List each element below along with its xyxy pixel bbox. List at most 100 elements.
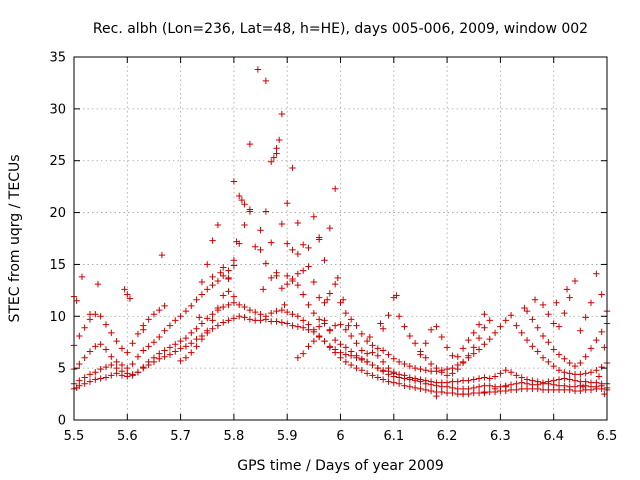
data-point <box>161 347 168 354</box>
data-point <box>257 246 264 254</box>
data-point <box>315 316 323 323</box>
data-point <box>406 374 413 381</box>
data-point <box>321 299 328 307</box>
data-point <box>334 274 342 282</box>
data-point <box>401 382 408 389</box>
data-point <box>390 370 397 377</box>
data-point <box>438 369 445 376</box>
data-point <box>395 313 403 320</box>
data-point <box>124 364 131 372</box>
data-point <box>73 297 80 304</box>
data-point <box>92 369 99 376</box>
data-point <box>475 321 483 328</box>
data-point <box>539 332 547 340</box>
data-point <box>385 351 392 358</box>
data-point <box>126 295 134 302</box>
data-point <box>209 325 216 332</box>
data-point <box>241 221 248 229</box>
data-point <box>315 323 323 330</box>
data-point <box>491 385 499 393</box>
data-point <box>513 322 520 329</box>
data-point <box>601 390 608 398</box>
data-point <box>475 346 483 353</box>
data-point <box>305 321 312 328</box>
data-point <box>571 383 579 391</box>
data-point <box>193 296 200 303</box>
data-point <box>406 332 413 340</box>
data-point <box>550 362 557 370</box>
data-point <box>379 358 387 366</box>
data-point <box>97 365 104 373</box>
gridlines <box>74 57 607 420</box>
data-point <box>353 364 360 372</box>
data-point <box>369 361 376 369</box>
data-point <box>486 375 493 382</box>
data-point <box>284 272 291 280</box>
data-point <box>582 353 589 360</box>
data-point <box>433 392 440 400</box>
data-point <box>299 291 307 298</box>
data-point <box>220 292 227 299</box>
data-point <box>268 158 275 165</box>
data-point <box>161 302 168 310</box>
data-point <box>161 353 168 360</box>
data-point <box>182 354 190 361</box>
data-point <box>305 343 312 350</box>
data-point <box>497 323 504 330</box>
data-point <box>289 322 296 329</box>
data-point <box>342 344 350 351</box>
data-point <box>358 367 366 374</box>
x-tick-label: 6 <box>336 429 344 444</box>
data-point <box>577 371 584 378</box>
data-point <box>323 296 331 303</box>
data-point <box>310 326 318 333</box>
data-point <box>108 329 115 337</box>
data-point <box>427 326 435 333</box>
data-point <box>289 277 296 285</box>
data-point <box>305 301 312 309</box>
data-point <box>513 386 520 394</box>
data-point <box>278 220 286 228</box>
data-point <box>566 294 573 301</box>
data-point <box>465 352 472 359</box>
data-point <box>449 370 456 377</box>
data-point <box>481 388 488 396</box>
data-point <box>145 358 152 366</box>
data-point <box>198 320 206 327</box>
data-point <box>129 360 136 368</box>
data-point <box>113 358 120 366</box>
data-point <box>561 309 568 317</box>
data-point <box>299 324 307 331</box>
data-point <box>97 375 104 382</box>
data-point <box>337 349 344 356</box>
data-point <box>587 345 595 352</box>
data-point <box>315 332 323 340</box>
data-point <box>214 304 222 312</box>
data-point <box>299 317 307 324</box>
data-point <box>566 376 573 383</box>
x-tick-label: 5.6 <box>117 429 138 444</box>
data-point <box>571 377 579 384</box>
data-point <box>422 386 429 394</box>
data-point <box>273 318 280 325</box>
data-point <box>577 327 584 335</box>
data-point <box>166 322 174 329</box>
data-point <box>470 329 477 337</box>
x-tick-label: 6.3 <box>490 429 511 444</box>
data-point <box>108 372 115 379</box>
data-point <box>598 291 605 298</box>
data-point <box>433 323 440 330</box>
data-point <box>379 347 387 354</box>
data-point <box>108 353 115 360</box>
data-point <box>281 301 288 309</box>
data-point <box>124 349 131 356</box>
data-point <box>406 362 413 370</box>
data-point <box>113 364 120 372</box>
data-point <box>366 333 374 341</box>
data-point <box>158 251 166 259</box>
data-point <box>161 327 168 335</box>
data-point <box>209 317 216 324</box>
data-point <box>118 345 126 352</box>
data-point <box>481 311 488 318</box>
data-point <box>230 299 238 307</box>
